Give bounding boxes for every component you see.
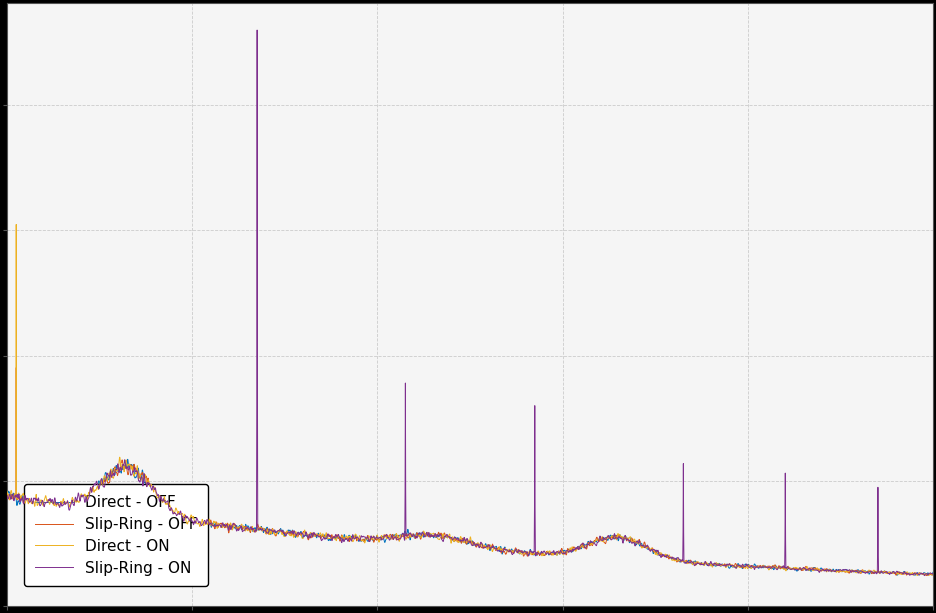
Slip-Ring - ON <box>810 566 821 574</box>
Line: Slip-Ring - ON: Slip-Ring - ON <box>7 30 933 576</box>
Direct - OFF <box>122 455 133 463</box>
Line: Slip-Ring - OFF: Slip-Ring - OFF <box>7 368 933 576</box>
Slip-Ring - OFF <box>162 503 173 510</box>
Direct - OFF <box>162 507 173 514</box>
Slip-Ring - ON <box>357 533 368 541</box>
Slip-Ring - OFF <box>810 565 821 572</box>
Direct - OFF <box>914 571 925 579</box>
Slip-Ring - ON <box>162 497 173 504</box>
Slip-Ring - ON <box>910 571 921 578</box>
Line: Direct - OFF: Direct - OFF <box>7 459 933 575</box>
Direct - ON <box>10 221 22 228</box>
Legend: Direct - OFF, Slip-Ring - OFF, Direct - ON, Slip-Ring - ON: Direct - OFF, Slip-Ring - OFF, Direct - … <box>23 484 208 587</box>
Direct - OFF <box>357 536 368 543</box>
Direct - OFF <box>810 565 821 573</box>
Line: Direct - ON: Direct - ON <box>7 224 933 576</box>
Direct - ON <box>923 572 934 579</box>
Direct - OFF <box>1 492 12 500</box>
Slip-Ring - OFF <box>108 468 119 475</box>
Direct - ON <box>397 531 408 539</box>
Direct - ON <box>810 566 821 573</box>
Slip-Ring - OFF <box>397 533 408 540</box>
Slip-Ring - ON <box>919 572 930 579</box>
Slip-Ring - OFF <box>357 537 368 544</box>
Direct - OFF <box>928 568 936 576</box>
Slip-Ring - ON <box>1 492 12 500</box>
Slip-Ring - ON <box>252 26 263 34</box>
Direct - ON <box>357 536 368 544</box>
Direct - ON <box>108 474 119 481</box>
Slip-Ring - OFF <box>1 490 12 498</box>
Slip-Ring - OFF <box>910 569 921 577</box>
Direct - OFF <box>397 531 408 538</box>
Direct - ON <box>928 569 936 577</box>
Slip-Ring - OFF <box>921 572 932 579</box>
Slip-Ring - ON <box>928 571 936 579</box>
Slip-Ring - OFF <box>10 364 22 371</box>
Slip-Ring - ON <box>397 530 408 537</box>
Slip-Ring - ON <box>107 471 118 479</box>
Direct - ON <box>1 488 12 495</box>
Slip-Ring - OFF <box>928 571 936 579</box>
Direct - ON <box>910 569 921 576</box>
Direct - OFF <box>107 469 118 476</box>
Direct - ON <box>162 500 173 507</box>
Direct - OFF <box>910 571 921 579</box>
